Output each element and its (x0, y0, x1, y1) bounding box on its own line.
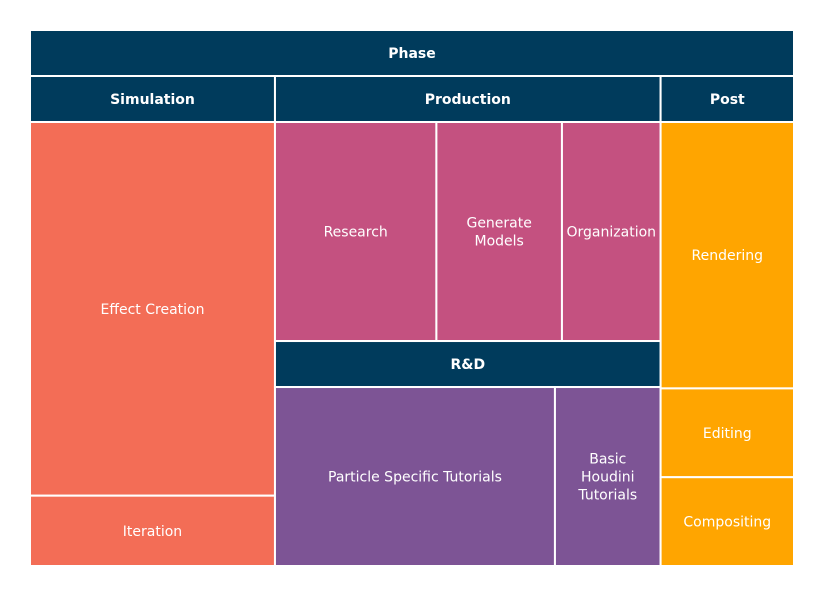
tile-particle-specific-tutorials (273, 386, 556, 567)
group-header-simulation (29, 75, 276, 123)
tile-label-editing: Editing (703, 426, 752, 442)
tile-editing (659, 387, 795, 479)
tile-rendering (659, 121, 795, 390)
tile-label-particle-specific-tutorials: Particle Specific Tutorials (328, 470, 502, 486)
tile-research (273, 121, 438, 343)
tile-effect-creation (29, 121, 276, 497)
tile-label-compositing: Compositing (683, 515, 771, 531)
tile-basic-houdini-tutorials (553, 386, 662, 567)
group-header-label-simulation: Simulation (110, 92, 195, 108)
tile-label-rendering: Rendering (692, 248, 764, 264)
tile-label-iteration: Iteration (123, 524, 182, 540)
group-header-label-r-d: R&D (450, 357, 485, 373)
tile-compositing (659, 476, 795, 568)
tile-label-effect-creation: Effect Creation (100, 302, 204, 318)
group-header-label-production: Production (425, 92, 511, 108)
root-header-label: Phase (388, 46, 436, 62)
tile-label-generate-models: Generate Models (466, 216, 531, 250)
tile-label-basic-houdini-tutorials: Basic Houdini Tutorials (577, 452, 637, 504)
group-header-label-post: Post (710, 92, 745, 108)
group-header-r-d (273, 340, 662, 389)
tile-label-research: Research (324, 225, 388, 241)
root-header (29, 29, 795, 77)
tile-label-organization: Organization (567, 225, 657, 241)
